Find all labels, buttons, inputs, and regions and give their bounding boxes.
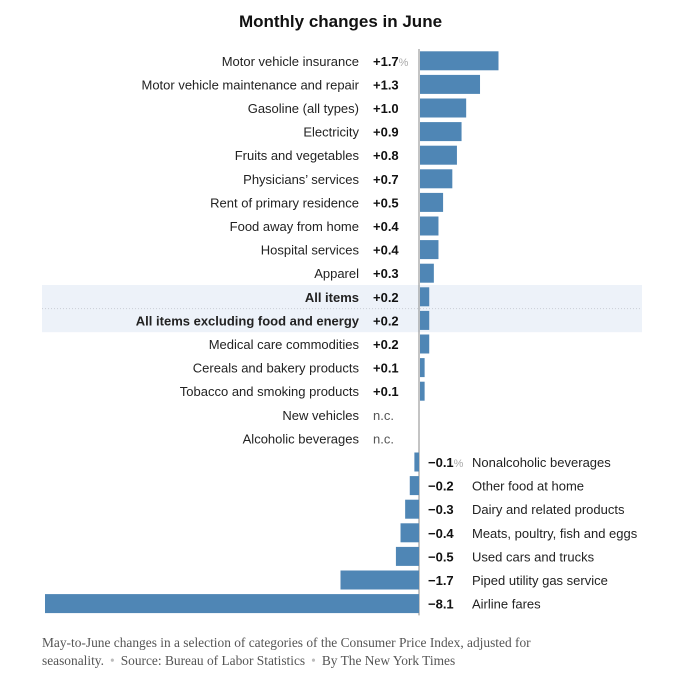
value-label: +0.4 [373,243,399,258]
category-label: Other food at home [472,479,584,494]
category-label: Fruits and vegetables [235,148,360,163]
value-label: +0.1 [373,361,399,376]
category-label: Motor vehicle insurance [222,54,359,69]
value-label: +0.2 [373,313,399,328]
bar [420,287,430,307]
category-label: Medical care commodities [209,337,360,352]
chart-title: Monthly changes in June [238,12,443,31]
category-label: Tobacco and smoking products [180,384,360,399]
value-label: +0.7 [373,172,399,187]
bar [420,334,430,354]
value-label: −0.2 [428,479,454,494]
value-label: +0.1 [373,384,399,399]
bar [420,216,439,236]
category-label: Piped utility gas service [472,573,608,588]
category-label: Nonalcoholic beverages [472,455,611,470]
bar [405,499,419,519]
category-label: Food away from home [230,219,359,234]
category-label: Cereals and bakery products [193,361,360,376]
category-label: Used cars and trucks [472,549,595,564]
category-label: Hospital services [261,243,360,258]
bar-chart: Motor vehicle insurance +1.7% Motor vehicl… [42,49,642,616]
bar [420,74,481,94]
bar [400,523,419,543]
value-label: +1.7% [373,54,409,69]
category-label: All items excluding food and energy [136,313,360,328]
chart-caption: May-to-June changes in a selection of ca… [42,635,531,668]
bar [420,51,499,71]
value-label: n.c. [373,431,394,446]
bar [420,145,457,165]
bar [420,240,439,260]
bar [395,546,419,566]
value-label: +0.2 [373,337,399,352]
category-label: Electricity [303,125,359,140]
value-label: +0.9 [373,125,399,140]
bar [420,192,444,212]
category-label: Alcoholic beverages [243,431,360,446]
bar [420,310,430,330]
bar [420,358,425,378]
bar [409,476,419,496]
bar [420,122,462,142]
value-label: n.c. [373,408,394,423]
value-label: −1.7 [428,573,454,588]
category-label: Rent of primary residence [210,195,359,210]
bar [420,263,434,283]
value-label: +1.0 [373,101,399,116]
caption-text: May-to-June changes in a selection of ca… [42,635,531,668]
category-label: Physicians’ services [243,172,359,187]
value-label: +0.5 [373,195,399,210]
value-label: +0.8 [373,148,399,163]
category-label: Apparel [314,266,359,281]
value-label: −0.1% [428,455,464,470]
bar [420,381,425,401]
category-label: Motor vehicle maintenance and repair [141,77,359,92]
value-label: −0.5 [428,549,454,564]
value-label: +0.3 [373,266,399,281]
bar [45,594,419,614]
category-label: Airline fares [472,597,541,612]
category-label: New vehicles [282,408,359,423]
value-label: +1.3 [373,77,399,92]
category-label: All items [305,290,359,305]
value-label: +0.4 [373,219,399,234]
bar [414,452,419,472]
category-label: Dairy and related products [472,502,625,517]
bar [340,570,419,590]
value-label: −0.3 [428,502,454,517]
value-label: +0.2 [373,290,399,305]
caption-credit: By The New York Times [321,653,456,668]
bar [420,169,453,189]
bar [420,98,467,118]
category-label: Meats, poultry, fish and eggs [472,526,638,541]
value-label: −0.4 [428,526,454,541]
value-label: −8.1 [428,597,454,612]
caption-source: Source: Bureau of Labor Statistics [120,653,306,668]
category-label: Gasoline (all types) [248,101,359,116]
